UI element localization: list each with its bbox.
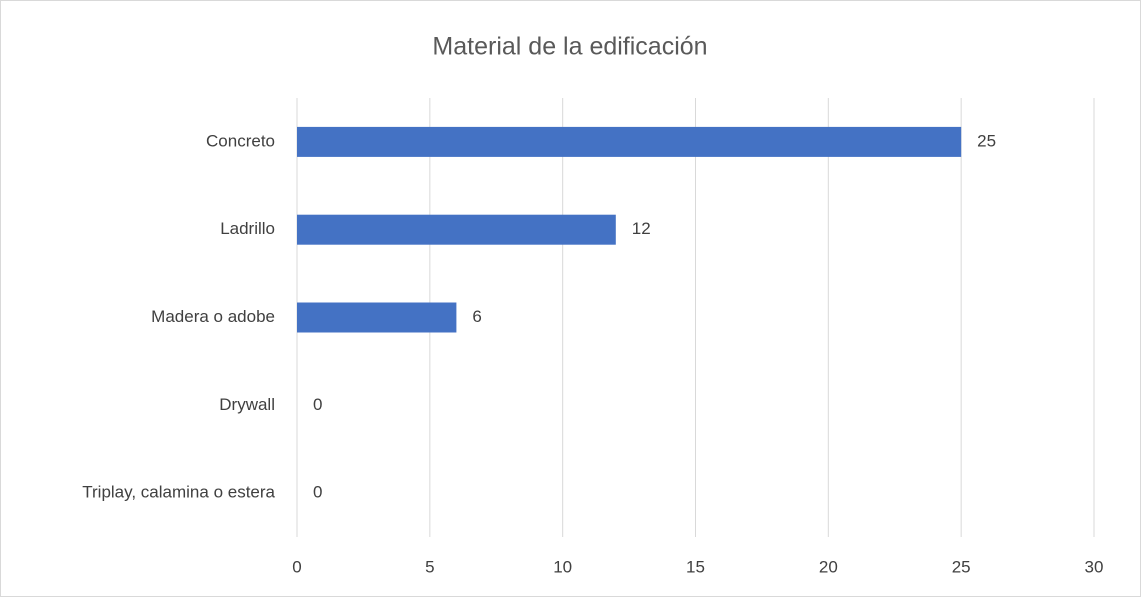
y-tick-label: Drywall: [219, 395, 275, 414]
data-label: 0: [313, 395, 322, 414]
data-label: 12: [632, 219, 651, 238]
y-tick-label: Concreto: [206, 131, 275, 150]
x-tick-label: 25: [952, 557, 971, 576]
bar: [297, 214, 616, 245]
bar: [297, 302, 457, 333]
x-tick-label: 15: [686, 557, 705, 576]
y-tick-label: Ladrillo: [220, 219, 275, 238]
y-tick-label: Triplay, calamina o estera: [82, 483, 275, 502]
x-tick-label: 5: [425, 557, 434, 576]
bar: [297, 126, 962, 157]
chart-title: Material de la edificación: [432, 33, 707, 61]
x-tick-label: 20: [819, 557, 838, 576]
data-label: 0: [313, 483, 322, 502]
data-label: 25: [977, 131, 996, 150]
x-tick-label: 30: [1085, 557, 1104, 576]
y-tick-label: Madera o adobe: [151, 307, 275, 326]
data-label: 6: [472, 307, 481, 326]
x-tick-label: 10: [553, 557, 572, 576]
x-tick-label: 0: [292, 557, 301, 576]
